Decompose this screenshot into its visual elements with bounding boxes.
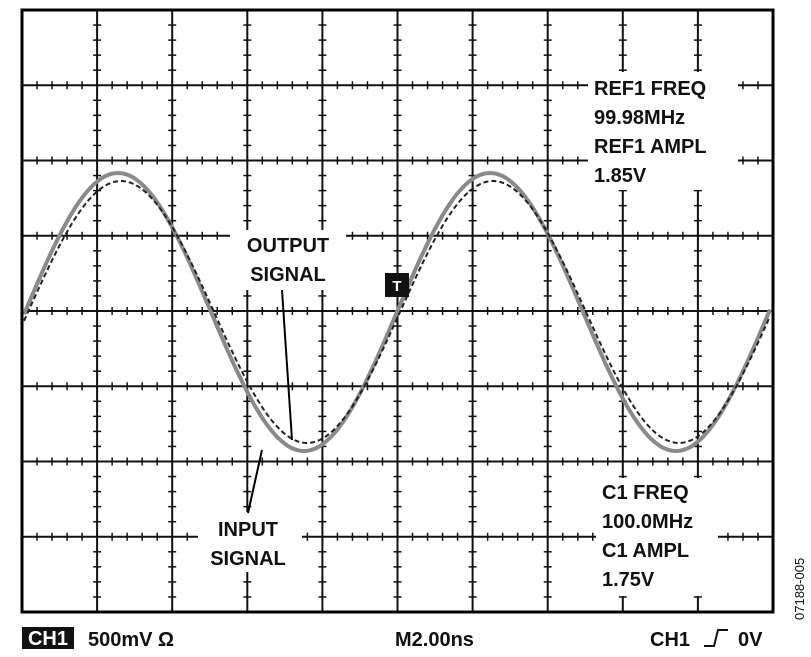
trigger-edge-icon (704, 629, 728, 647)
annotation-box (198, 512, 302, 572)
readout-box (588, 72, 738, 190)
channel-readout: C1 FREQ 100.0MHz C1 AMPL 1.75V (602, 482, 693, 591)
annotation-label: INPUT (218, 519, 278, 541)
input-waveform (22, 170, 772, 454)
readout-line: C1 FREQ (602, 482, 689, 504)
readout-line: 1.75V (602, 569, 655, 591)
channel-label: CH1 (28, 628, 68, 650)
figure-id: 07188-005 (792, 558, 807, 620)
trigger-marker (385, 273, 409, 297)
ref-readout: REF1 FREQ 99.98MHz REF1 AMPL 1.85V (594, 78, 707, 187)
readout-line: 100.0MHz (602, 511, 693, 533)
channel-badge (22, 627, 74, 649)
annotation-box (230, 230, 346, 290)
readout-line: 99.98MHz (594, 107, 685, 129)
readout-line: REF1 FREQ (594, 78, 706, 100)
trigger-marker-label: T (392, 278, 401, 295)
screen-border (20, 8, 775, 614)
annotation-label: OUTPUT (247, 235, 329, 257)
trigger-channel-label: CH1 (650, 629, 690, 651)
trigger-level-label: 0V (738, 629, 763, 651)
leader-line (247, 449, 263, 514)
readout-box (596, 478, 718, 596)
timebase-label: M2.00ns (395, 629, 474, 651)
annotation-label: SIGNAL (250, 264, 326, 286)
readout-line: REF1 AMPL (594, 136, 707, 158)
scale-label: 500mV Ω (88, 629, 174, 651)
output-waveform (23, 180, 771, 444)
readout-line: C1 AMPL (602, 540, 689, 562)
readout-line: 1.85V (594, 165, 647, 187)
leader-line (281, 289, 293, 441)
annotation-label: SIGNAL (210, 548, 286, 570)
